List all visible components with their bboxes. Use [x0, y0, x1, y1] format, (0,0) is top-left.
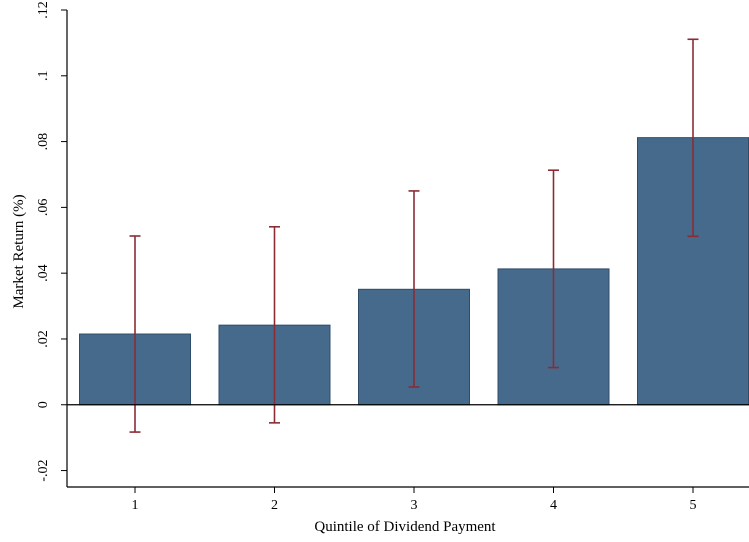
y-axis-title: Market Return (%) — [11, 194, 27, 308]
y-tick-label: 0 — [36, 401, 51, 408]
y-tick-label: .02 — [36, 330, 51, 348]
x-tick-label: 2 — [271, 498, 278, 513]
x-tick-label: 4 — [550, 498, 557, 513]
x-tick-label: 5 — [690, 498, 697, 513]
y-tick-label: .12 — [36, 1, 51, 19]
y-tick-label: .06 — [36, 199, 51, 217]
x-tick-label: 3 — [411, 498, 418, 513]
y-tick-label: .1 — [36, 71, 51, 82]
y-axis: -.02 0 .02 .04 .06 .08 .1 .12 — [36, 1, 68, 487]
error-bars-group — [129, 38, 699, 433]
y-tick-label: .08 — [36, 133, 51, 151]
x-tick-label: 1 — [132, 498, 139, 513]
x-axis: 1 2 3 4 5 — [67, 486, 749, 513]
y-tick-label: .04 — [36, 264, 51, 282]
y-tick-label: -.02 — [36, 459, 51, 481]
x-axis-title: Quintile of Dividend Payment — [314, 519, 496, 535]
